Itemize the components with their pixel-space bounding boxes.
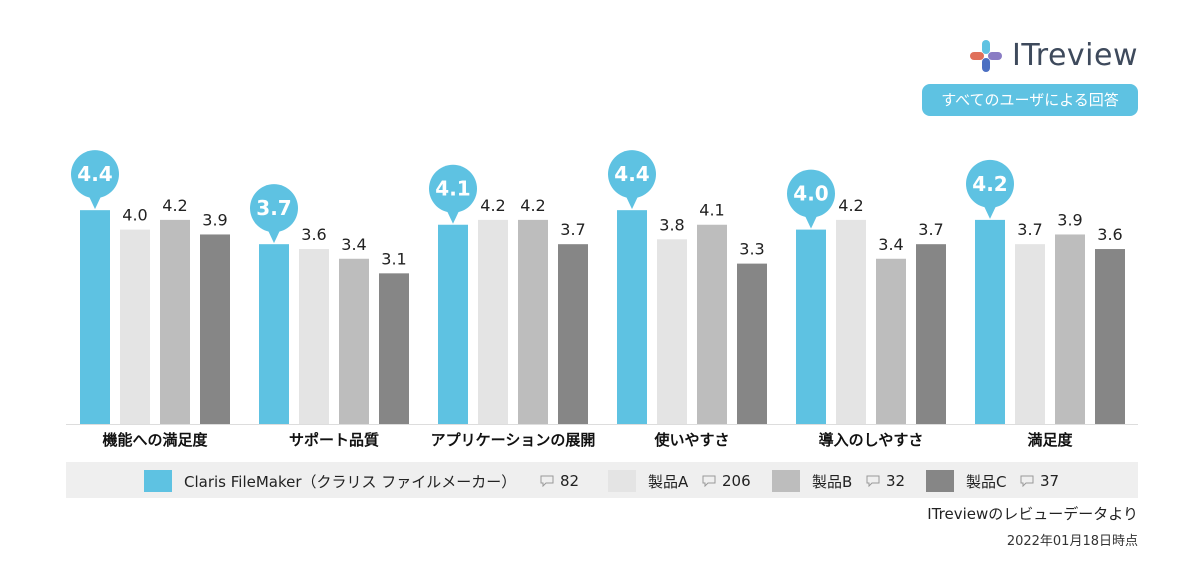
legend-review-count: 32 [866,470,905,492]
data-label: 4.1 [435,177,470,201]
brand-name: ITreview [1012,38,1138,73]
data-label: 3.7 [560,220,585,239]
comment-icon [540,475,554,487]
bar [339,258,369,424]
legend-review-count: 206 [702,470,751,492]
legend-swatch [608,470,636,492]
category-label: アプリケーションの展開 [431,431,596,449]
bar [1015,244,1045,424]
data-label: 4.4 [614,162,649,186]
brand-logo: ITreview [968,38,1143,74]
bar [299,249,329,424]
bar [876,258,906,424]
bar [80,210,110,424]
legend-review-count: 82 [540,470,579,492]
bar [697,224,727,424]
legend-label: 製品A [648,472,689,491]
bar [200,234,230,424]
data-label: 4.4 [77,162,112,186]
category-label: サポート品質 [289,431,379,449]
comment-icon [702,475,716,487]
data-label: 4.2 [480,196,505,215]
value-bubble [250,184,298,233]
data-label: 3.6 [301,225,326,244]
legend-swatch [144,470,172,492]
value-bubble [966,159,1014,208]
data-label: 3.7 [256,196,291,220]
legend-review-count: 37 [1020,470,1059,492]
filter-badge[interactable]: すべてのユーザによる回答 [922,84,1138,116]
review-count-value: 82 [560,472,580,490]
bar [1095,249,1125,424]
bar [160,219,190,424]
data-label: 3.7 [1017,220,1042,239]
value-bubble [71,150,119,199]
data-label: 3.4 [878,235,903,254]
data-label: 3.4 [341,235,366,254]
as-of-date: 2022年01月18日時点 [1006,534,1138,549]
chart-legend: Claris FileMaker（クラリス ファイルメーカー） 82 製品A 2… [66,462,1138,498]
legend-item-product-b: 製品B [772,470,852,492]
bar [916,244,946,424]
comment-icon [866,475,880,487]
legend-swatch [772,470,800,492]
data-label: 4.2 [838,196,863,215]
logo-mark-right [988,52,1002,60]
legend-item-product-a: 製品A [608,470,688,492]
data-label: 3.1 [381,249,406,268]
bar [478,219,508,424]
data-label: 4.1 [699,201,724,220]
legend-swatch [926,470,954,492]
bar [796,229,826,424]
logo-mark-left [970,52,984,60]
value-bubble [608,150,656,199]
value-bubble [429,164,477,213]
data-label: 3.8 [659,215,684,234]
review-count-value: 37 [1040,472,1060,490]
bar [737,263,767,424]
category-label: 導入のしやすさ [819,431,924,449]
legend-label: 製品C [966,472,1007,491]
bar [518,219,548,424]
data-label: 4.2 [520,196,545,215]
bar [1055,234,1085,424]
bar [657,239,687,424]
bar [120,229,150,424]
comment-icon [1020,475,1034,487]
data-label: 4.2 [972,172,1007,196]
review-count-value: 206 [722,472,751,490]
itreview-logo-icon [970,40,1002,72]
legend-item-product-c: 製品C [926,470,1006,492]
category-label: 使いやすさ [653,431,729,449]
logo-mark-top [982,40,990,54]
data-label: 3.9 [1057,210,1082,229]
bar [836,219,866,424]
bar [975,219,1005,424]
data-label: 4.0 [793,182,828,206]
data-label: 4.2 [162,196,187,215]
category-label: 満足度 [1027,431,1073,449]
data-label: 4.0 [122,206,147,225]
bar [558,244,588,424]
bar [379,273,409,424]
legend-label: Claris FileMaker（クラリス ファイルメーカー） [184,472,517,491]
data-label: 3.9 [202,210,227,229]
review-count-value: 32 [886,472,906,490]
data-label: 3.7 [918,220,943,239]
legend-label: 製品B [812,472,853,491]
data-label: 3.6 [1097,225,1122,244]
data-label: 3.3 [739,240,764,259]
source-note: ITreviewのレビューデータより [927,505,1138,523]
logo-mark-bottom [982,58,990,72]
bar [259,244,289,424]
category-label: 機能への満足度 [102,431,208,449]
bar [438,224,468,424]
bar [617,210,647,424]
value-bubble [787,169,835,218]
legend-item-claris-filemaker: Claris FileMaker（クラリス ファイルメーカー） [144,470,516,492]
